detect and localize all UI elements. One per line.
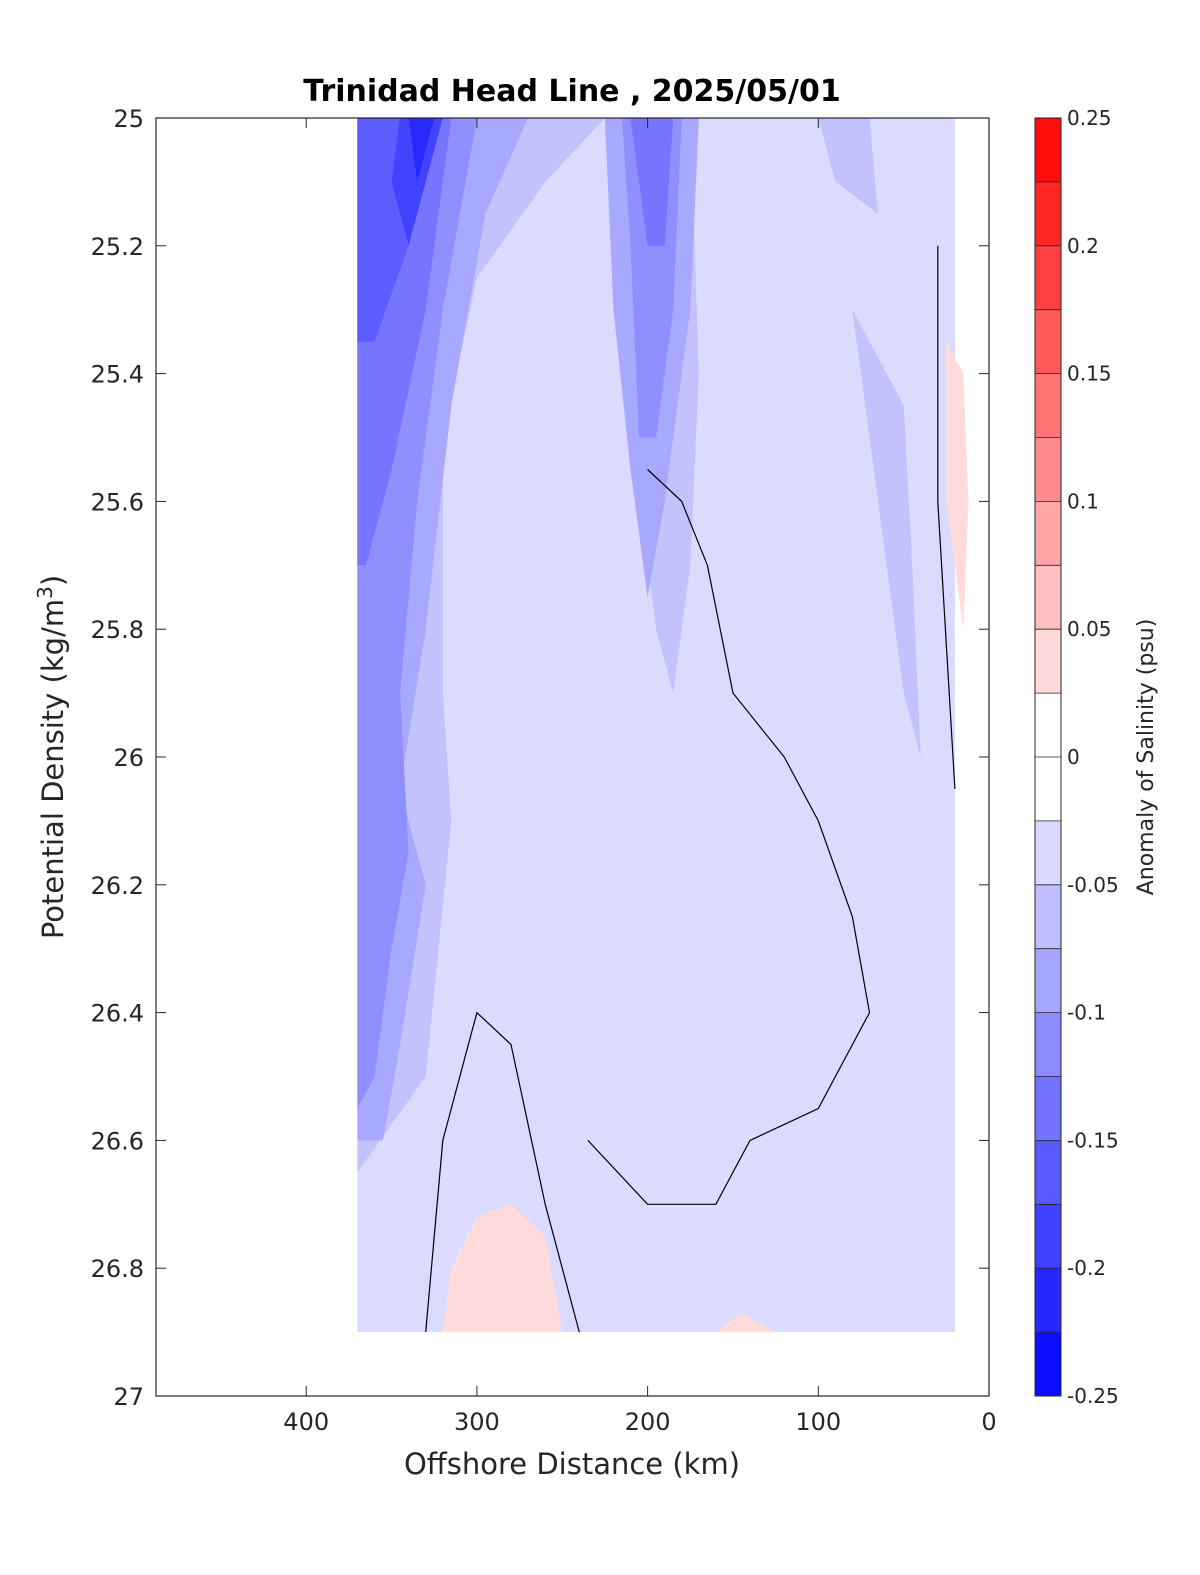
colorbar-band xyxy=(1035,1268,1061,1333)
x-tick-label: 0 xyxy=(981,1408,996,1436)
colorbar-band xyxy=(1035,820,1061,886)
x-tick-label: 200 xyxy=(625,1408,671,1436)
colorbar-tick-label: 0.1 xyxy=(1067,489,1099,513)
colorbar-label: Anomaly of Salinity (psu) xyxy=(1134,619,1159,896)
colorbar-tick-label: 0.15 xyxy=(1067,362,1112,386)
x-axis-ticks: 400 300 200 100 0 xyxy=(283,118,997,1436)
colorbar-band xyxy=(1035,309,1061,375)
colorbar-band xyxy=(1035,181,1061,247)
colorbar-tick-label: -0.15 xyxy=(1067,1128,1119,1152)
x-axis-label: Offshore Distance (km) xyxy=(404,1447,740,1481)
colorbar-band xyxy=(1035,1332,1061,1397)
colorbar-ticks: 0.25 0.2 0.15 0.1 0.05 0 -0.05 -0.1 -0.15 -0.2 -0.… xyxy=(1067,106,1119,1408)
y-tick-label: 26 xyxy=(113,744,144,772)
y-axis-label-close: ) xyxy=(36,575,70,586)
y-tick-label: 26.8 xyxy=(91,1255,144,1283)
colorbar-band xyxy=(1035,501,1061,566)
colorbar-band xyxy=(1035,437,1061,502)
y-tick-label: 25.6 xyxy=(91,488,144,516)
colorbar-band xyxy=(1035,1140,1061,1205)
x-tick-label: 300 xyxy=(454,1408,500,1436)
y-tick-label: 25.8 xyxy=(91,616,144,644)
positive-contour-region xyxy=(442,1204,563,1333)
colorbar-frame xyxy=(1034,117,1062,1397)
contour-fill-layer xyxy=(357,118,969,1333)
colorbar-band xyxy=(1035,373,1061,438)
zero-contour-line xyxy=(425,1011,580,1333)
contour-region xyxy=(630,118,674,246)
colorbar-tick-label: -0.1 xyxy=(1067,1001,1106,1025)
colorbar-band xyxy=(1035,1012,1061,1077)
y-tick-label: 26.2 xyxy=(91,872,144,900)
colorbar-tick-label: -0.25 xyxy=(1067,1384,1119,1408)
colorbar-tick-label: 0.2 xyxy=(1067,234,1099,258)
y-tick-label: 25 xyxy=(113,105,144,133)
colorbar-band xyxy=(1035,693,1061,758)
zero-contour-line xyxy=(937,245,956,790)
y-axis-label-main: Potential Density (kg/m xyxy=(36,599,70,939)
x-tick-label: 100 xyxy=(795,1408,841,1436)
y-tick-label: 27 xyxy=(113,1383,144,1411)
x-tick-label: 400 xyxy=(283,1408,329,1436)
contour-region xyxy=(818,118,878,214)
colorbar-band xyxy=(1035,245,1061,311)
colorbar-tick-label: -0.05 xyxy=(1067,873,1119,897)
colorbar-tick-label: -0.2 xyxy=(1067,1256,1106,1280)
colorbar-band xyxy=(1035,948,1061,1014)
colorbar-band xyxy=(1035,118,1061,183)
y-axis-ticks: 25 25.2 25.4 25.6 25.8 26 26.2 26.4 26.6 26.8 27 xyxy=(91,105,989,1411)
colorbar-tick-label: 0.05 xyxy=(1067,617,1112,641)
positive-contour-region xyxy=(715,1312,776,1333)
colorbar xyxy=(1035,118,1061,1397)
chart-title: Trinidad Head Line , 2025/05/01 xyxy=(303,74,840,109)
contour-region xyxy=(852,309,921,757)
zero-contour-line xyxy=(587,469,871,1205)
colorbar-band xyxy=(1035,629,1061,694)
y-axis-label-superscript: 3 xyxy=(33,586,57,599)
contour-region xyxy=(408,118,435,182)
y-tick-label: 26.6 xyxy=(91,1127,144,1155)
y-tick-label: 26.4 xyxy=(91,1000,144,1028)
y-tick-label: 25.4 xyxy=(91,361,144,389)
colorbar-band xyxy=(1035,1076,1061,1141)
colorbar-band xyxy=(1035,565,1061,630)
colorbar-tick-label: 0 xyxy=(1067,745,1080,769)
y-axis-label: Potential Density (kg/m3) xyxy=(33,575,70,939)
contour-region xyxy=(357,118,955,1333)
positive-contour-region xyxy=(946,341,969,630)
y-tick-label: 25.2 xyxy=(91,233,144,261)
zero-contour-layer xyxy=(425,245,956,1333)
colorbar-tick-label: 0.25 xyxy=(1067,106,1112,130)
colorbar-band xyxy=(1035,757,1061,822)
colorbar-band xyxy=(1035,884,1061,950)
colorbar-band xyxy=(1035,1204,1061,1269)
